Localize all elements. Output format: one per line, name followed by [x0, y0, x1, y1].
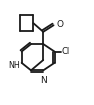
Text: Cl: Cl [61, 47, 69, 56]
Text: NH: NH [8, 61, 20, 70]
Text: N: N [40, 76, 47, 85]
Text: O: O [56, 20, 63, 29]
